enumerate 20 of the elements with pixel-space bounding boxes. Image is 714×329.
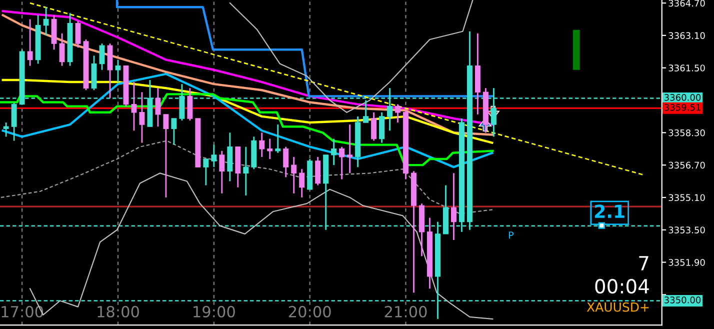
- x-tick-label: 19:00: [194, 306, 235, 318]
- y-tick-label: 3361.50: [668, 64, 705, 72]
- y-tick-label: 3363.10: [668, 32, 705, 39]
- x-tick-label: 21:00: [384, 306, 427, 318]
- annotation: P: [508, 232, 514, 239]
- y-tick-label: 3355.10: [668, 194, 705, 202]
- annotation: 00:04: [595, 278, 649, 294]
- y-tick-label: 3358.30: [668, 129, 705, 136]
- y-tick-label: 3351.90: [668, 259, 705, 266]
- annotation: 7: [639, 256, 648, 270]
- y-tick-label: 3364.70: [668, 0, 705, 7]
- x-tick-label: 18:00: [98, 306, 139, 318]
- ref-line-label: 3360.00: [664, 94, 701, 101]
- y-tick-label: 3356.70: [668, 162, 705, 169]
- ref-line-label: 3350.00: [664, 296, 701, 304]
- x-tick-label: 20:00: [288, 306, 331, 318]
- annotation: 2.1: [595, 204, 624, 218]
- ref-line-label: 3359.51: [664, 104, 700, 111]
- y-tick-label: 3353.50: [668, 226, 705, 234]
- annotation: XAUUSD+: [586, 302, 649, 312]
